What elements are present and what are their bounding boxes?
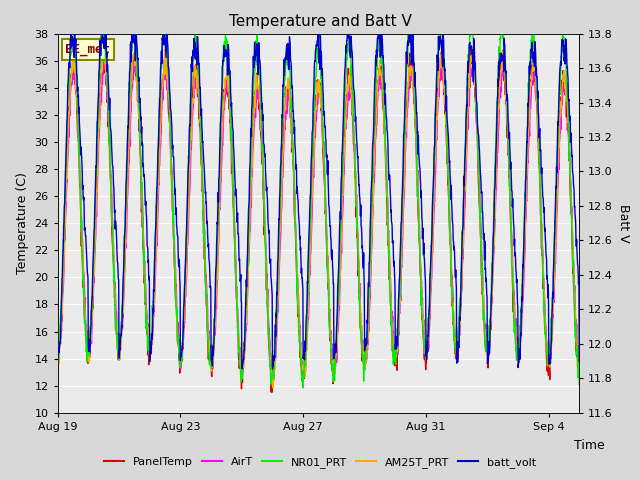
Y-axis label: Batt V: Batt V — [617, 204, 630, 242]
Y-axis label: Temperature (C): Temperature (C) — [16, 172, 29, 274]
Text: EE_met: EE_met — [65, 43, 111, 56]
X-axis label: Time: Time — [574, 439, 605, 452]
Legend: PanelTemp, AirT, NR01_PRT, AM25T_PRT, batt_volt: PanelTemp, AirT, NR01_PRT, AM25T_PRT, ba… — [100, 452, 540, 472]
Text: Temperature and Batt V: Temperature and Batt V — [228, 14, 412, 29]
